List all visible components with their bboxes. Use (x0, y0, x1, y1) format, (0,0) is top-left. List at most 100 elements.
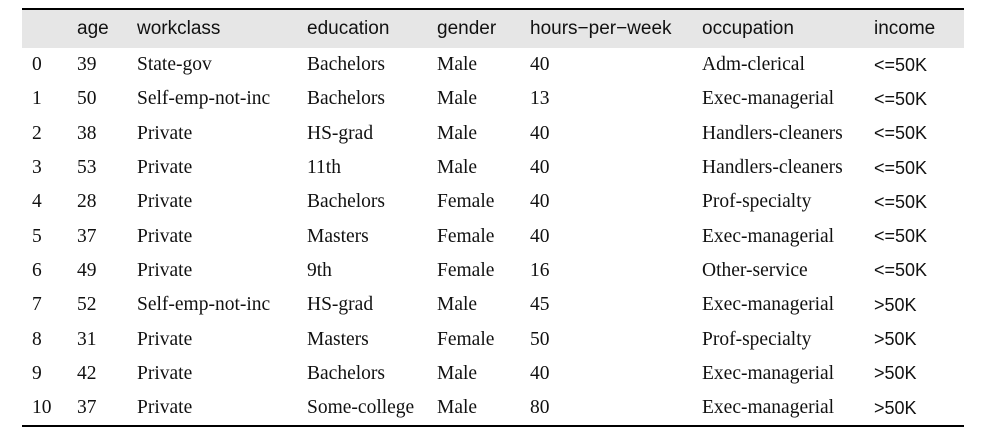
cell-income: <=50K (874, 123, 928, 144)
cell-gender: Male (437, 122, 478, 144)
cell-occupation: Prof-specialty (702, 328, 812, 350)
data-table-container: age workclass education gender hours−per… (22, 8, 964, 428)
cell-education: 11th (307, 157, 341, 179)
cell-index: 4 (32, 191, 42, 213)
table-row: 3 53 Private 11th Male 40 Handlers-cleaners <=5… (22, 151, 964, 185)
cell-hours-per-week: 13 (530, 88, 550, 110)
cell-hours-per-week: 40 (530, 225, 550, 247)
cell-index: 2 (32, 122, 42, 144)
table-row: 8 31 Private Masters Female 50 Prof-specialty >… (22, 322, 964, 356)
table-row: 7 52 Self-emp-not-inc HS-grad Male 45 Exec-man… (22, 288, 964, 322)
table-row: 2 38 Private HS-grad Male 40 Handlers-cleaners… (22, 117, 964, 151)
cell-education: Masters (307, 225, 369, 247)
census-data-table: age workclass education gender hours−per… (22, 10, 964, 425)
cell-hours-per-week: 16 (530, 259, 550, 281)
cell-index: 1 (32, 88, 42, 110)
table-row: 5 37 Private Masters Female 40 Exec-managerial… (22, 219, 964, 253)
cell-age: 52 (77, 294, 97, 316)
cell-gender: Female (437, 191, 495, 213)
table-header-row: age workclass education gender hours−per… (22, 10, 964, 48)
cell-index: 9 (32, 362, 42, 384)
column-header-hours-per-week: hours−per−week (530, 18, 672, 39)
cell-hours-per-week: 40 (530, 362, 550, 384)
cell-gender: Male (437, 88, 478, 110)
column-header-income: income (874, 18, 936, 39)
cell-income: <=50K (874, 157, 928, 178)
cell-age: 42 (77, 362, 97, 384)
cell-income: <=50K (874, 260, 928, 281)
table-row: 9 42 Private Bachelors Male 40 Exec-managerial… (22, 357, 964, 391)
cell-gender: Male (437, 157, 478, 179)
cell-education: Bachelors (307, 191, 385, 213)
column-header-workclass: workclass (137, 18, 221, 39)
cell-age: 28 (77, 191, 97, 213)
cell-education: Bachelors (307, 362, 385, 384)
cell-index: 8 (32, 328, 42, 350)
cell-index: 6 (32, 259, 42, 281)
cell-income: >50K (874, 363, 917, 384)
table-top-rule (22, 8, 964, 10)
cell-occupation: Exec-managerial (702, 397, 835, 419)
cell-workclass: Private (137, 397, 193, 419)
cell-index: 10 (32, 397, 52, 419)
cell-gender: Male (437, 362, 478, 384)
cell-occupation: Other-service (702, 259, 808, 281)
cell-hours-per-week: 40 (530, 122, 550, 144)
cell-occupation: Exec-managerial (702, 362, 835, 384)
cell-workclass: Private (137, 362, 193, 384)
cell-index: 0 (32, 54, 42, 76)
column-header-age: age (77, 18, 109, 39)
cell-workclass: Private (137, 225, 193, 247)
table-row: 6 49 Private 9th Female 16 Other-service <=50K (22, 254, 964, 288)
cell-income: >50K (874, 294, 917, 315)
cell-workclass: Private (137, 157, 193, 179)
cell-income: <=50K (874, 191, 928, 212)
cell-hours-per-week: 40 (530, 157, 550, 179)
cell-workclass: Private (137, 191, 193, 213)
cell-age: 38 (77, 122, 97, 144)
table-row: 1 50 Self-emp-not-inc Bachelors Male 13 Exec-m… (22, 82, 964, 116)
cell-gender: Male (437, 294, 478, 316)
cell-hours-per-week: 80 (530, 397, 550, 419)
cell-hours-per-week: 50 (530, 328, 550, 350)
cell-income: >50K (874, 397, 917, 418)
table-bottom-rule (22, 425, 964, 428)
cell-age: 31 (77, 328, 97, 350)
cell-gender: Female (437, 328, 495, 350)
cell-occupation: Exec-managerial (702, 225, 835, 247)
cell-workclass: Private (137, 122, 193, 144)
cell-income: <=50K (874, 54, 928, 75)
cell-age: 50 (77, 88, 97, 110)
table-row: 4 28 Private Bachelors Female 40 Prof-specialt… (22, 185, 964, 219)
cell-index: 7 (32, 294, 42, 316)
cell-hours-per-week: 40 (530, 191, 550, 213)
cell-gender: Female (437, 225, 495, 247)
column-header-education: education (307, 18, 390, 39)
cell-workclass: Self-emp-not-inc (137, 88, 271, 110)
cell-age: 39 (77, 54, 97, 76)
column-header-index (22, 10, 77, 48)
cell-age: 53 (77, 157, 97, 179)
cell-income: <=50K (874, 226, 928, 247)
cell-workclass: Private (137, 259, 193, 281)
cell-age: 37 (77, 225, 97, 247)
cell-hours-per-week: 45 (530, 294, 550, 316)
cell-occupation: Adm-clerical (702, 54, 805, 76)
cell-index: 3 (32, 157, 42, 179)
cell-education: HS-grad (307, 294, 374, 316)
column-header-gender: gender (437, 18, 497, 39)
cell-education: Masters (307, 328, 369, 350)
cell-education: Bachelors (307, 88, 385, 110)
cell-occupation: Handlers-cleaners (702, 157, 843, 179)
cell-age: 49 (77, 259, 97, 281)
cell-income: <=50K (874, 88, 928, 109)
table-body: 0 39 State-gov Bachelors Male 40 Adm-clerical <… (22, 48, 964, 425)
cell-age: 37 (77, 397, 97, 419)
cell-education: Some-college (307, 397, 415, 419)
cell-occupation: Exec-managerial (702, 88, 835, 110)
cell-education: 9th (307, 259, 332, 281)
cell-gender: Female (437, 259, 495, 281)
cell-gender: Male (437, 397, 478, 419)
cell-workclass: Private (137, 328, 193, 350)
cell-workclass: Self-emp-not-inc (137, 294, 271, 316)
